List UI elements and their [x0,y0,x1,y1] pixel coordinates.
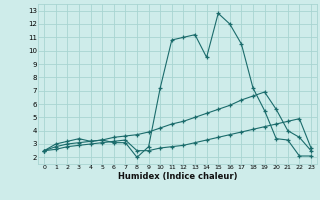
X-axis label: Humidex (Indice chaleur): Humidex (Indice chaleur) [118,172,237,181]
